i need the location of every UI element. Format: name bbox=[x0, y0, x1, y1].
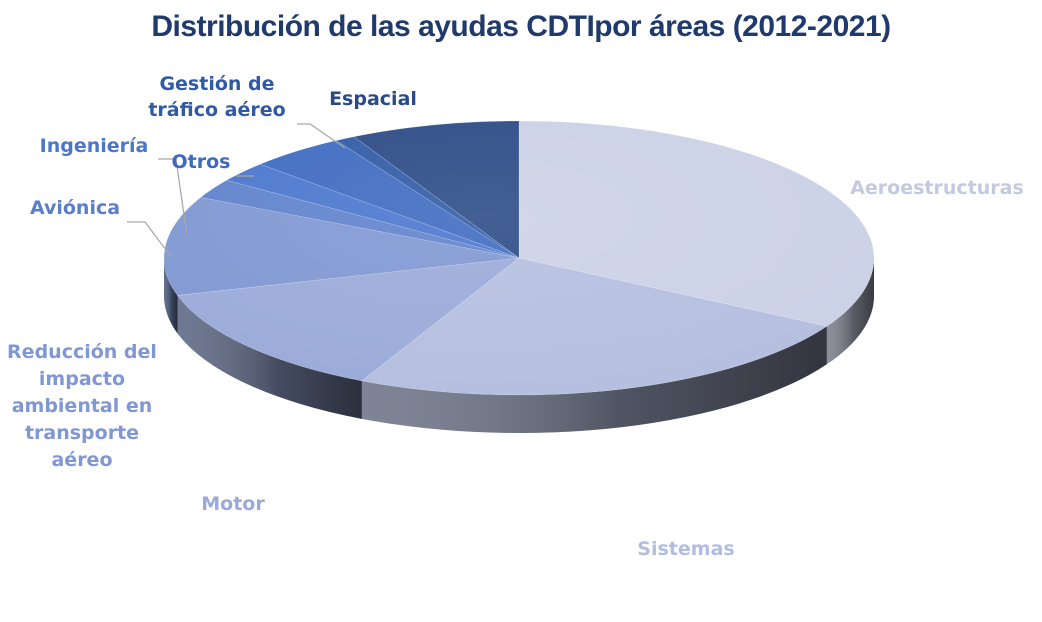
leader-line-avionica bbox=[127, 221, 173, 259]
slice-label-reduccion-del-impacto-ambiental-en-transporte-aereo: Reducción del impacto ambiental en transpor… bbox=[7, 341, 157, 471]
leader-line-gestion-de-trafico-aereo bbox=[297, 123, 346, 149]
pie-side-shading bbox=[361, 326, 827, 433]
slice-label-avionica: Aviónica bbox=[30, 197, 120, 219]
slice-label-aeroestructuras: Aeroestructuras bbox=[850, 177, 1024, 199]
slice-label-espacial: Espacial bbox=[329, 88, 417, 110]
pie-side-shading bbox=[177, 295, 362, 419]
pie-side-shading bbox=[164, 258, 178, 334]
slice-label-motor: Motor bbox=[201, 493, 265, 515]
chart-title: Distribución de las ayudas CDTIpor áreas… bbox=[151, 10, 891, 43]
slice-label-gestion-de-trafico-aereo: Gestión de tráfico aéreo bbox=[148, 73, 285, 121]
slice-label-ingenieria: Ingeniería bbox=[40, 135, 149, 157]
pie-side-shading bbox=[826, 258, 874, 365]
pie-top-sheen bbox=[164, 121, 874, 395]
slice-label-otros: Otros bbox=[172, 151, 231, 173]
slice-label-sistemas: Sistemas bbox=[637, 538, 734, 560]
leader-line-ingenieria bbox=[158, 158, 188, 237]
